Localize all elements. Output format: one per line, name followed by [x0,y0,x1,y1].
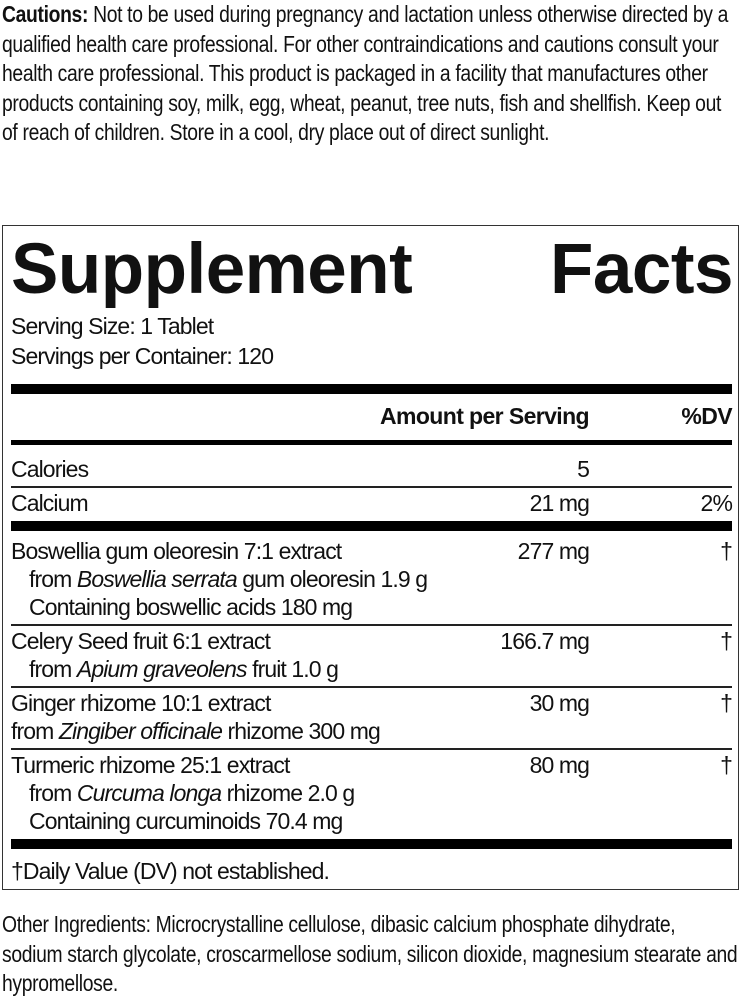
row-source: from Boswellia serrata gum oleoresin 1.9… [11,565,732,595]
table-row: Ginger rhizome 10:1 extract 30 mg † [11,689,733,719]
divider-thick [11,384,732,394]
row-name: Calcium [11,490,89,516]
row-amount: 166.7 mg [500,628,590,654]
row-amount: 30 mg [529,690,590,716]
text: fruit 1.0 g [246,656,339,682]
other-ingredients: Other Ingredients: Microcrystalline cell… [2,911,738,996]
latin-name: Boswellia serrata [76,566,238,592]
text: from [11,718,59,744]
table-row: Celery Seed fruit 6:1 extract 166.7 mg † [11,627,733,657]
row-containing: Containing curcuminoids 70.4 mg [11,807,732,837]
divider-thick [11,521,732,531]
row-name: Ginger rhizome 10:1 extract [11,690,271,716]
row-amount: 5 [577,456,590,482]
row-amount: 277 mg [517,538,590,564]
text: Containing curcuminoids 70.4 mg [29,808,343,834]
servings-per-container: Servings per Container: 120 [11,342,732,372]
footnote: †Daily Value (DV) not established. [11,857,732,887]
row-name: Calories [11,456,89,482]
cautions-text: Cautions: Not to be used during pregnanc… [2,0,740,148]
cautions-label: Cautions: [2,1,89,27]
latin-name: Curcuma longa [76,780,222,806]
row-name: Celery Seed fruit 6:1 extract [11,628,271,654]
row-amount: 80 mg [529,752,590,778]
text: from [29,656,77,682]
column-header: Amount per Serving %DV [11,402,733,432]
divider-thin [11,486,732,488]
footnote-text: †Daily Value (DV) not established. [11,858,330,884]
table-row: Calcium 21 mg 2% [11,489,733,519]
row-source: from Apium graveolens fruit 1.0 g [11,655,732,685]
latin-name: Zingiber officinale [58,718,223,744]
row-dv: † [720,538,733,564]
text: rhizome 2.0 g [221,780,356,806]
table-row: Boswellia gum oleoresin 7:1 extract 277 m… [11,537,733,567]
divider-thin [11,624,732,626]
supplement-facts-panel: Supplement Facts Serving Size: 1 Tablet S… [2,225,739,890]
table-row: Calories 5 [11,455,732,485]
panel-title: Supplement Facts [11,230,733,310]
text: from [29,566,77,592]
title-word: Facts [550,230,733,309]
row-dv: † [720,752,733,778]
serving-size: Serving Size: 1 Tablet [11,312,732,342]
text: rhizome 300 mg [222,718,381,744]
serving-size-text: Serving Size: 1 Tablet [11,313,214,339]
text: gum oleoresin 1.9 g [236,566,428,592]
table-row: Turmeric rhizome 25:1 extract 80 mg † [11,751,733,781]
text: Containing boswellic acids 180 mg [29,594,353,620]
row-dv: 2% [700,490,733,516]
row-source: from Curcuma longa rhizome 2.0 g [11,779,732,809]
divider-thin [11,748,732,750]
row-amount: 21 mg [529,490,590,516]
row-containing: Containing boswellic acids 180 mg [11,593,732,623]
row-source: from Zingiber officinale rhizome 300 mg [11,717,732,747]
row-dv: † [720,628,733,654]
divider-thin [11,686,732,688]
header-dv: %DV [681,403,732,429]
header-amount: Amount per Serving [379,403,590,429]
divider-medium [11,440,732,445]
divider-thick [11,839,732,849]
row-name: Boswellia gum oleoresin 7:1 extract [11,538,342,564]
title-word: Supplement [11,230,413,309]
row-dv: † [720,690,733,716]
servings-text: Servings per Container: 120 [11,343,274,369]
text: from [29,780,77,806]
cautions-body: Not to be used during pregnancy and lact… [2,1,729,145]
latin-name: Apium graveolens [76,656,248,682]
row-name: Turmeric rhizome 25:1 extract [11,752,290,778]
